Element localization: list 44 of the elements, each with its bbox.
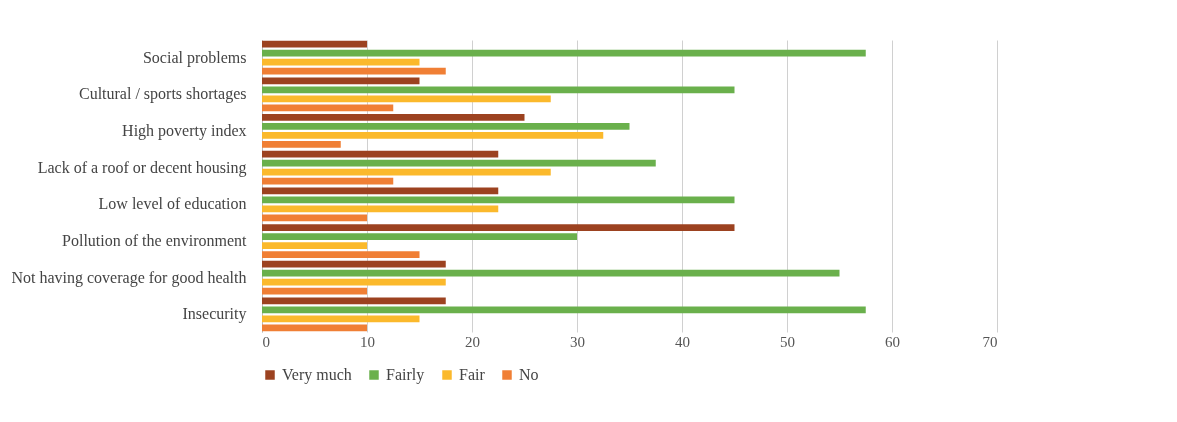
bar — [262, 150, 499, 158]
legend-label: No — [519, 366, 539, 383]
legend-label: Fairly — [386, 366, 425, 384]
bar — [262, 214, 367, 222]
bar — [262, 251, 420, 258]
y-tick-label: Lack of a roof or decent housing — [37, 158, 247, 177]
bar — [262, 205, 499, 213]
legend-label: Fair — [459, 366, 486, 383]
x-tick-label: 40 — [675, 333, 690, 350]
bar — [262, 177, 394, 185]
bar — [262, 196, 735, 204]
bar — [262, 114, 525, 121]
x-tick-label: 70 — [982, 333, 998, 350]
bar — [262, 269, 840, 277]
y-tick-label: Not having coverage for good health — [11, 268, 247, 287]
bar — [262, 123, 630, 130]
bar — [262, 242, 367, 249]
bar — [262, 132, 604, 139]
bar — [262, 260, 446, 268]
x-tick-label: 30 — [570, 333, 585, 350]
y-tick-label: Low level of education — [98, 195, 247, 213]
bar — [262, 287, 367, 295]
bar — [262, 104, 394, 112]
bar — [262, 141, 341, 148]
y-tick-label: Insecurity — [182, 305, 247, 324]
bar — [262, 187, 499, 195]
x-tick-label: 20 — [465, 333, 480, 350]
bar — [262, 224, 735, 231]
x-tick-label: 0 — [262, 333, 270, 350]
y-tick-label: Social problems — [142, 48, 247, 67]
bar — [262, 159, 656, 167]
bar — [262, 95, 551, 103]
bar — [262, 77, 420, 85]
legend-label: Very much — [282, 366, 352, 384]
x-tick-label: 60 — [885, 333, 900, 350]
y-tick-label: Cultural / sports shortages — [78, 85, 247, 104]
x-tick-label: 10 — [360, 333, 375, 350]
bar — [262, 168, 551, 176]
bar — [262, 278, 446, 286]
y-tick-label: Pollution of the environment — [62, 232, 248, 250]
bar — [262, 86, 735, 94]
x-tick-label: 50 — [780, 333, 795, 350]
bar — [262, 233, 577, 240]
y-tick-label: High poverty index — [122, 121, 247, 140]
